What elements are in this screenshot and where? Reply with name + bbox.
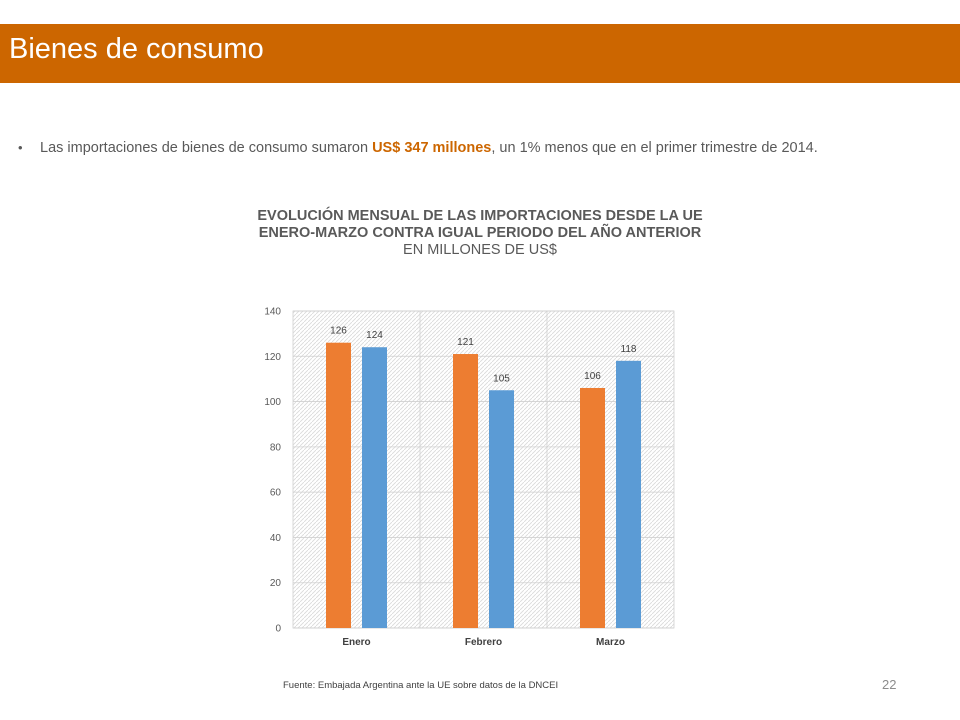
y-tick-label: 140: [264, 307, 281, 318]
chart-heading: EVOLUCIÓN MENSUAL DE LAS IMPORTACIONES D…: [180, 208, 780, 259]
bullet-text-before: Las importaciones de bienes de consumo s…: [40, 140, 373, 156]
slide-title: Bienes de consumo: [9, 33, 264, 65]
y-tick-label: 80: [270, 442, 282, 453]
chart-title-line2: ENERO-MARZO CONTRA IGUAL PERIODO DEL AÑO…: [258, 225, 702, 241]
bullet-text-after: , un 1% menos que en el primer trimestre…: [491, 140, 818, 156]
x-category-label: Enero: [342, 637, 370, 648]
data-label: 105: [493, 373, 510, 384]
bullet-highlight: US$ 347 millones: [372, 140, 492, 156]
chart-title-line1: EVOLUCIÓN MENSUAL DE LAS IMPORTACIONES D…: [257, 208, 703, 224]
page-number: 22: [882, 677, 897, 692]
slide-header: Bienes de consumo: [0, 24, 960, 83]
y-tick-label: 20: [270, 578, 282, 589]
y-tick-label: 0: [275, 624, 281, 635]
source-note: Fuente: Embajada Argentina ante la UE so…: [283, 680, 559, 691]
y-tick-label: 60: [270, 488, 282, 499]
y-tick-label: 120: [264, 352, 281, 363]
data-label: 106: [584, 371, 601, 382]
data-label: 124: [366, 330, 383, 341]
bar-series-1-enero: [326, 342, 351, 628]
x-category-label: Febrero: [465, 637, 502, 648]
plot-border: [292, 310, 675, 629]
bar-series-1-febrero: [453, 354, 478, 628]
bar-series-1-marzo: [580, 387, 605, 628]
data-label: 121: [457, 337, 474, 348]
bar-series-2-marzo: [616, 360, 641, 628]
bullet-dot-icon: •: [18, 140, 23, 155]
data-label: 118: [621, 344, 637, 355]
bar-series-2-enero: [362, 347, 387, 628]
bar-chart: 0 20 40 60 80 100 120 140 126 124 Enero 121 105 Febre…: [264, 307, 675, 648]
chart-subtitle: EN MILLONES DE US$: [403, 242, 557, 258]
data-label: 126: [330, 326, 347, 337]
plot-area-background: [293, 311, 674, 628]
bar-series-2-febrero: [489, 390, 514, 628]
bullet-item: • Las importaciones de bienes de consumo …: [18, 140, 953, 156]
y-tick-label: 100: [264, 397, 281, 408]
y-tick-label: 40: [270, 533, 282, 544]
x-category-label: Marzo: [596, 637, 625, 648]
